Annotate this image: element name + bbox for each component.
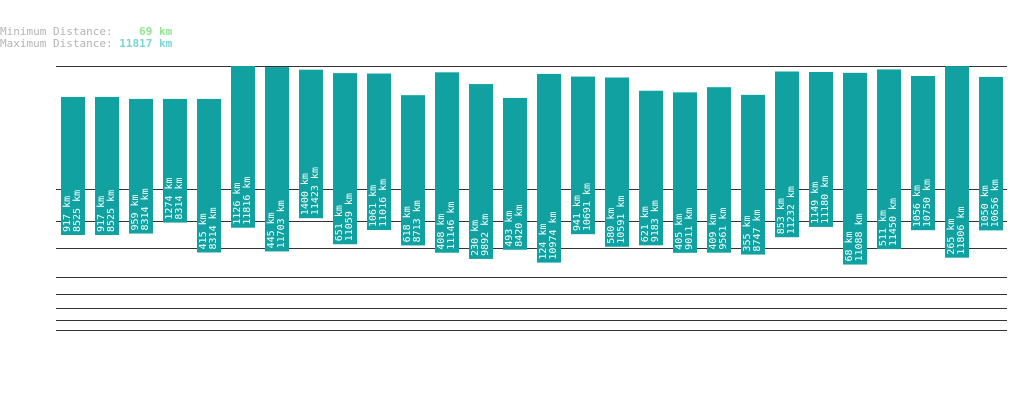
bar-max-label: 8525 km (72, 190, 83, 232)
bar (843, 72, 867, 265)
bar (775, 71, 799, 238)
bar-max-label: 11232 km (786, 186, 797, 234)
bar-max-label: 11016 km (378, 179, 389, 227)
bar-max-label: 11088 km (854, 213, 865, 261)
bar-min-label: 230 km (470, 220, 481, 256)
bar (197, 98, 221, 253)
bar-max-label: 8420 km (514, 205, 525, 247)
bar-min-label: 917 km (62, 196, 73, 232)
bar (299, 69, 323, 219)
bar-max-label: 11806 km (956, 207, 967, 255)
bar-min-label: 959 km (130, 194, 141, 230)
bar-min-label: 124 km (538, 223, 549, 259)
max-distance-label: Maximum Distance: (0, 37, 113, 50)
bar-min-label: 493 km (504, 211, 515, 247)
bar-max-label: 11816 km (242, 177, 253, 225)
bar-max-label: 9183 km (650, 200, 661, 242)
bar-min-label: 941 km (572, 195, 583, 231)
bar-max-label: 10591 km (616, 196, 627, 244)
bar (333, 73, 357, 245)
bar-max-label: 11703 km (276, 200, 287, 248)
bar (639, 90, 663, 246)
bar-max-label: 8314 km (174, 177, 185, 219)
bar-max-label: 11180 km (820, 176, 831, 224)
bar-max-label: 10691 km (582, 183, 593, 231)
bar-min-label: 355 km (742, 215, 753, 251)
bar-max-label: 8747 km (752, 209, 763, 251)
bar-min-label: 265 km (946, 219, 957, 255)
bar-max-label: 11423 km (310, 167, 321, 215)
bar-min-label: 621 km (640, 206, 651, 242)
bar-labels: 917 km 8525 km 917 km 8525 km 959 km 8314 km 1… (62, 167, 1001, 262)
bar (401, 95, 425, 246)
bar (265, 67, 289, 252)
bar (979, 76, 1003, 231)
bar-max-label: 9561 km (718, 208, 729, 250)
bar-max-label: 10974 km (548, 211, 559, 259)
bar-min-label: 917 km (96, 196, 107, 232)
bar-min-label: 415 km (198, 213, 209, 249)
bar-min-label: 1274 km (164, 177, 175, 219)
bar-min-label: 1400 km (300, 173, 311, 215)
bar-max-label: 11146 km (446, 202, 457, 250)
bar-max-label: 8525 km (106, 190, 117, 232)
bar-max-label: 10750 km (922, 179, 933, 227)
bar (945, 66, 969, 258)
bar (673, 92, 697, 253)
bar (469, 84, 493, 259)
bar (231, 66, 255, 228)
bar-min-label: 68 km (844, 231, 855, 261)
bar-min-label: 405 km (674, 214, 685, 250)
bar-max-label: 8314 km (208, 207, 219, 249)
bar-max-label: 8314 km (140, 188, 151, 230)
bar (537, 73, 561, 263)
bar (503, 97, 527, 250)
min-distance-label: Minimum Distance: (0, 25, 113, 38)
bar (95, 96, 119, 236)
bar (911, 76, 935, 231)
bar-min-label: 618 km (402, 206, 413, 242)
bar-max-label: 9892 km (480, 214, 491, 256)
bar-min-label: 1050 km (980, 185, 991, 227)
bar-max-label: 8713 km (412, 200, 423, 242)
bar (707, 87, 731, 253)
bars (61, 66, 1003, 265)
bar-min-label: 1056 km (912, 185, 923, 227)
bar-min-label: 445 km (266, 212, 277, 248)
min-distance-value: 69 km (139, 25, 173, 38)
bar (741, 94, 765, 255)
bar-min-label: 651 km (334, 205, 345, 241)
bar (435, 72, 459, 253)
bar-min-label: 853 km (776, 198, 787, 234)
bar (877, 69, 901, 250)
bar-min-label: 408 km (436, 214, 447, 250)
bar-max-label: 11059 km (344, 193, 355, 241)
bar-max-label: 10656 km (990, 179, 1001, 227)
bar (129, 98, 153, 234)
bar (367, 73, 391, 230)
bar-min-label: 1126 km (232, 183, 243, 225)
bar-min-label: 1061 km (368, 185, 379, 227)
bar (605, 77, 629, 247)
max-distance-value: 11817 km (119, 37, 173, 50)
bar-max-label: 11450 km (888, 198, 899, 246)
bar (809, 71, 833, 227)
distance-summary: Minimum Distance: 69 km Maximum Distance… (0, 26, 172, 50)
bar-min-label: 409 km (708, 214, 719, 250)
bar (163, 98, 187, 223)
bar-min-label: 580 km (606, 208, 617, 244)
bar-max-label: 9011 km (684, 208, 695, 250)
bar-min-label: 511 km (878, 210, 889, 246)
bar (61, 96, 85, 236)
bar (571, 76, 595, 235)
bar-min-label: 1149 km (810, 182, 821, 224)
